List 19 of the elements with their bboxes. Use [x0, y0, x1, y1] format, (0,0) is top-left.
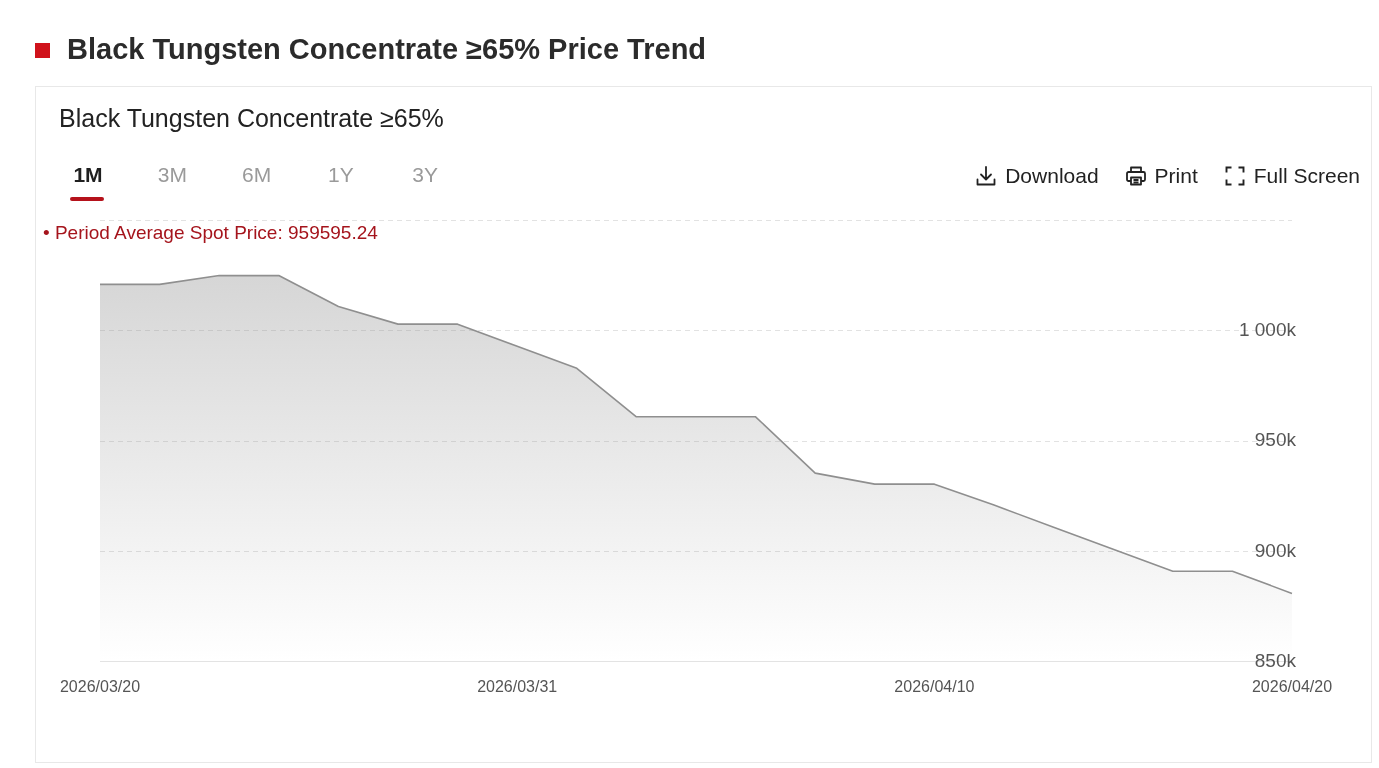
annotation: • Period Average Spot Price: 959595.24 — [43, 222, 378, 244]
text: Full Screen — [1253, 163, 1360, 189]
x-tick-label: 2026/03/20 — [59, 677, 141, 695]
text: Print — [1154, 163, 1198, 189]
x-tick-label: 2026/03/31 — [477, 677, 558, 695]
text: 3M — [157, 163, 187, 187]
text: 1Y — [328, 163, 354, 187]
x-tick-label: 2026/04/20 — [1251, 677, 1333, 695]
x-tick-label: 2026/04/10 — [894, 677, 975, 695]
y-tick-label: 950k — [1254, 429, 1297, 451]
chart-title: Black Tungsten Concentrate ≥65% Price Trend — [67, 33, 707, 66]
y-tick-label: 1 000k — [1238, 318, 1297, 340]
text: 1M — [73, 163, 103, 187]
chart-subtitle: Black Tungsten Concentrate ≥65% — [59, 104, 444, 132]
text: Download — [1005, 163, 1099, 189]
text: 3Y — [412, 163, 439, 187]
y-tick-label: 900k — [1254, 539, 1297, 561]
y-tick-label: 850k — [1254, 650, 1297, 672]
text: 6M — [242, 163, 272, 187]
